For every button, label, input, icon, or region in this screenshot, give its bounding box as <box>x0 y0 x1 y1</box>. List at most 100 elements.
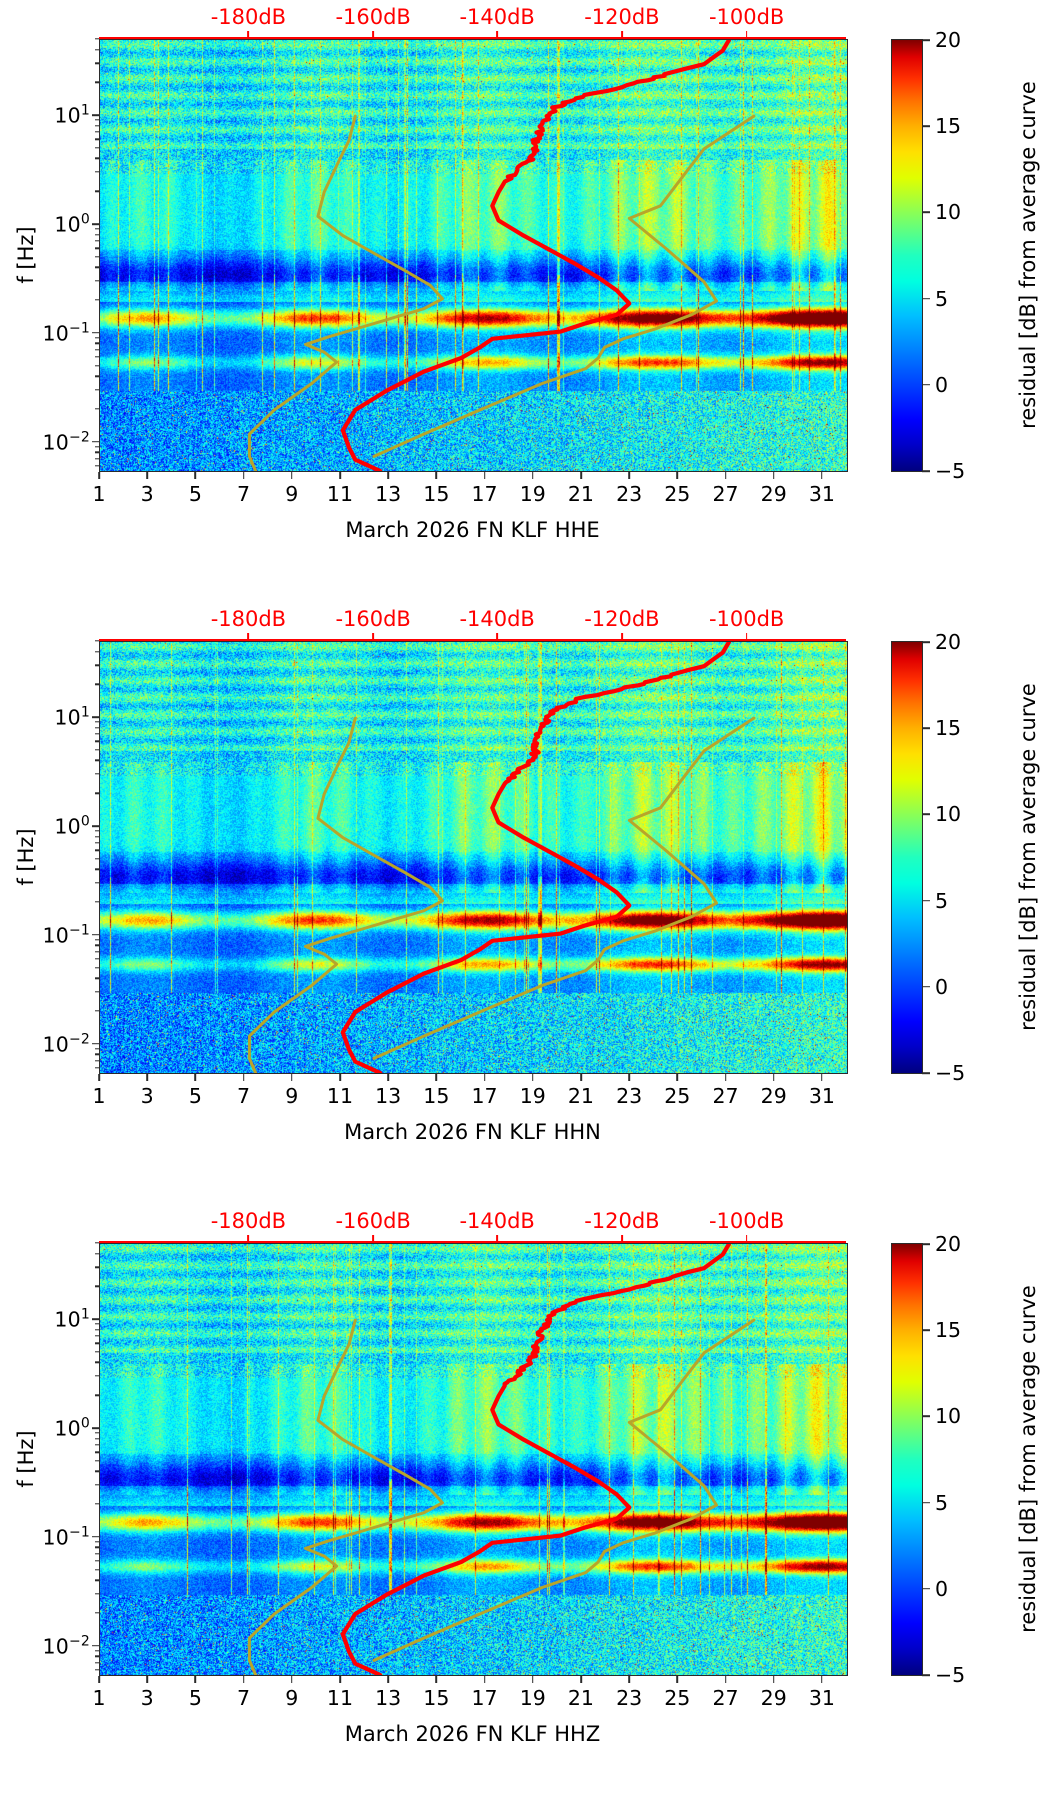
x-tick-mark <box>821 472 823 479</box>
x-tick-label: 27 <box>712 1686 739 1710</box>
y-minor-tick <box>95 81 99 84</box>
y-minor-tick <box>95 131 99 133</box>
x-tick-label: 7 <box>237 482 251 506</box>
colorbar-tick <box>922 1415 930 1418</box>
colorbar-tick <box>922 986 930 988</box>
y-minor-tick <box>95 1394 99 1396</box>
x-tick-label: 27 <box>712 482 739 506</box>
colorbar-tick <box>922 384 930 386</box>
colorbar-tick <box>922 1674 930 1676</box>
y-tick-mark <box>92 1318 99 1320</box>
y-minor-tick <box>95 759 99 762</box>
y-minor-tick <box>95 157 99 160</box>
colorbar-tick-label: 0 <box>935 974 949 999</box>
y-minor-tick <box>95 1375 99 1377</box>
y-minor-tick <box>95 1067 99 1069</box>
x-tick-label: 21 <box>567 482 594 506</box>
x-tick-mark <box>435 1676 438 1683</box>
x-tick-label: 29 <box>760 1686 787 1710</box>
y-minor-tick <box>95 233 99 236</box>
x-tick-mark <box>772 1074 775 1081</box>
x-tick-mark <box>290 472 293 479</box>
y-minor-tick <box>95 1328 99 1331</box>
y-tick-mark <box>92 440 99 443</box>
colorbar-tick-label: 20 <box>935 28 962 52</box>
db-tick-label: -180dB <box>210 1209 287 1233</box>
x-tick-mark <box>531 1676 534 1683</box>
y-minor-tick <box>95 966 99 969</box>
y-minor-tick <box>95 1252 99 1255</box>
x-tick-label: 3 <box>140 1084 154 1108</box>
colorbar-tick-label: −5 <box>935 459 966 483</box>
db-tick <box>247 31 250 39</box>
x-tick-mark <box>821 1676 823 1683</box>
db-tick <box>247 633 250 641</box>
x-tick-label: 11 <box>326 482 353 506</box>
y-minor-tick <box>95 356 99 358</box>
colorbar-tick <box>922 1243 930 1245</box>
db-tick-label: -140dB <box>459 1209 535 1233</box>
x-tick-mark <box>290 1676 293 1683</box>
y-minor-tick <box>95 1655 99 1657</box>
x-tick-mark <box>435 1074 438 1081</box>
y-minor-tick <box>95 256 99 258</box>
y-minor-tick <box>95 465 99 467</box>
y-minor-tick <box>95 650 99 653</box>
x-tick-mark <box>194 1074 197 1081</box>
y-minor-tick <box>95 1503 99 1505</box>
x-tick-label: 17 <box>471 482 498 506</box>
x-tick-label: 5 <box>188 1084 202 1108</box>
db-tick-label: -100dB <box>708 607 785 631</box>
x-tick-mark <box>628 1074 630 1081</box>
y-tick-mark <box>92 825 99 827</box>
y-minor-tick <box>95 1335 99 1337</box>
x-tick-mark <box>242 1676 245 1683</box>
y-minor-tick <box>95 247 99 249</box>
y-minor-tick <box>95 299 99 301</box>
x-tick-mark <box>98 472 100 479</box>
db-tick <box>496 633 499 641</box>
x-tick-label: 5 <box>188 1686 202 1710</box>
x-tick-mark <box>242 472 245 479</box>
y-minor-tick <box>95 337 99 339</box>
db-tick <box>745 31 748 39</box>
y-minor-tick <box>95 664 99 666</box>
colorbar-tick <box>922 1329 930 1331</box>
y-tick-label: 101 <box>54 1306 90 1332</box>
y-tick-group: 10−2 10−1 100 101 <box>42 640 846 1072</box>
x-tick-label: 25 <box>664 482 691 506</box>
y-minor-tick <box>95 364 99 367</box>
db-tick-label: -120dB <box>584 1209 660 1233</box>
y-minor-tick <box>95 749 99 751</box>
colorbar-tick-label: 5 <box>935 1490 949 1515</box>
db-tick <box>745 1235 748 1243</box>
colorbar-tick <box>922 125 930 127</box>
y-tick-mark <box>92 934 99 936</box>
x-tick-mark <box>98 1676 100 1683</box>
colorbar-tick <box>922 727 930 729</box>
x-tick-label: 13 <box>375 482 402 506</box>
y-minor-tick <box>95 1484 99 1486</box>
x-tick-mark <box>146 1676 148 1683</box>
y-minor-tick <box>95 792 99 794</box>
y-tick-label: 100 <box>54 1415 90 1441</box>
y-tick-mark <box>92 1427 99 1429</box>
x-tick-mark <box>676 1074 679 1081</box>
x-tick-label: 9 <box>285 482 299 506</box>
y-minor-tick <box>95 882 99 884</box>
y-tick-label: 100 <box>54 211 90 237</box>
y-minor-tick <box>95 1541 99 1543</box>
y-minor-tick <box>95 683 99 686</box>
colorbar-title: residual [dB] from average curve <box>1016 683 1040 1031</box>
x-tick-label: 21 <box>567 1084 594 1108</box>
colorbar-tick <box>922 1501 930 1504</box>
db-tick-label: -180dB <box>210 607 287 631</box>
x-tick-label: 1 <box>92 1084 106 1108</box>
y-minor-tick <box>95 958 99 960</box>
x-tick-label: 7 <box>237 1084 251 1108</box>
x-tick-mark <box>531 1074 534 1081</box>
x-tick-mark <box>483 472 486 479</box>
y-minor-tick <box>95 349 99 351</box>
x-tick-mark <box>387 472 389 479</box>
y-minor-tick <box>95 1579 99 1581</box>
